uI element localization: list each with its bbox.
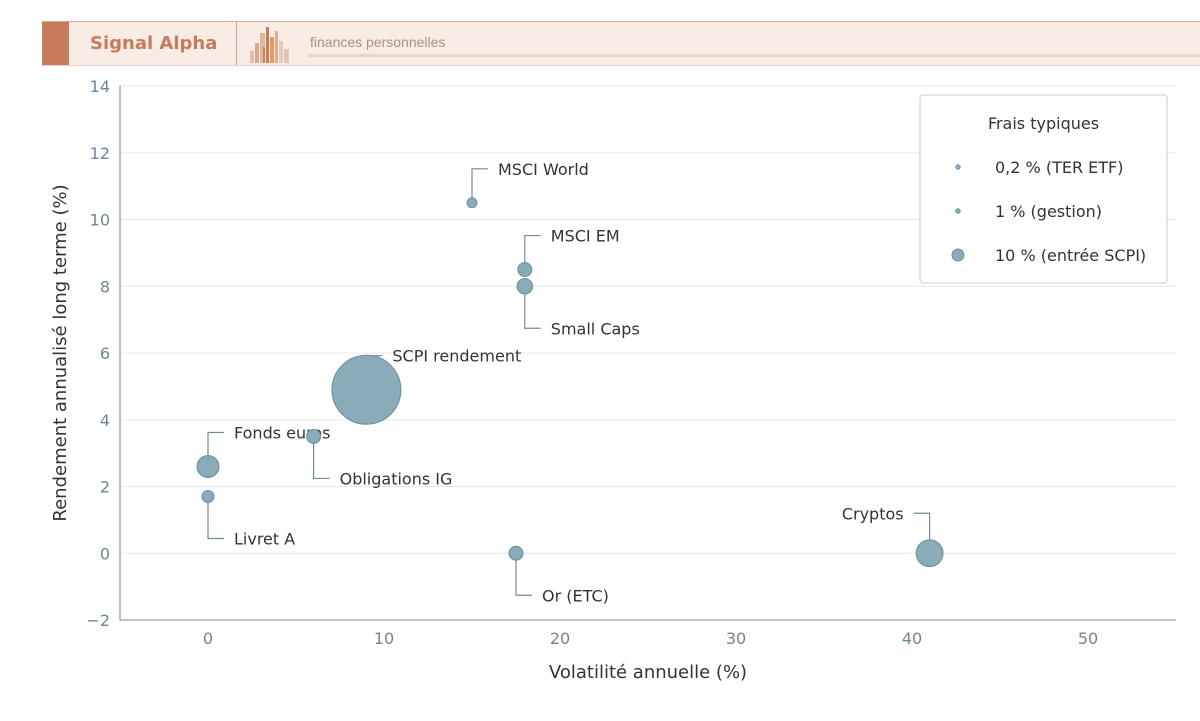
brand-swatch (42, 22, 69, 65)
y-tick-label: 0 (100, 544, 110, 563)
data-point (508, 545, 524, 561)
leader-line (313, 443, 330, 480)
leader-line (207, 431, 224, 456)
data-label: MSCI World (498, 160, 589, 179)
legend-title: Frais typiques (988, 114, 1099, 133)
y-tick-label: 10 (90, 211, 110, 230)
legend-entry: 0,2 % (TER ETF) (995, 158, 1123, 177)
x-axis-label: Volatilité annuelle (%) (549, 662, 747, 683)
x-tick-label: 30 (726, 629, 746, 648)
leader-line (913, 512, 931, 540)
y-axis-label: Rendement annualisé long terme (%) (50, 184, 71, 521)
data-point (306, 428, 322, 444)
y-tick-label: 6 (100, 344, 110, 363)
data-point (915, 539, 944, 568)
brand-name: Signal Alpha (90, 33, 218, 54)
data-label: Livret A (234, 530, 295, 549)
city-skyline-logo-icon (250, 27, 289, 63)
data-point (466, 197, 478, 209)
data-label: MSCI EM (551, 227, 620, 246)
leader-line (471, 168, 488, 198)
header-banner: Signal Alpha finances personnelles (42, 21, 1200, 66)
legend-entry: 10 % (entrée SCPI) (995, 246, 1146, 265)
data-label: Or (ETC) (542, 586, 609, 605)
data-point (516, 277, 534, 295)
data-point (331, 354, 402, 425)
x-tick-label: 0 (203, 629, 213, 648)
leader-line (524, 293, 541, 329)
data-point (196, 454, 220, 478)
y-tick-label: −2 (86, 611, 110, 630)
y-tick-label: 14 (90, 77, 110, 96)
x-tick-label: 50 (1078, 629, 1098, 648)
data-label: Cryptos (842, 504, 904, 523)
data-point (517, 262, 533, 278)
legend: Frais typiques 0,2 % (TER ETF) 1 % (gestio… (919, 94, 1168, 284)
y-tick-label: 2 (100, 478, 110, 497)
x-tick-label: 10 (374, 629, 394, 648)
x-tick-label: 20 (550, 629, 570, 648)
legend-marker (955, 208, 961, 214)
leader-line (524, 234, 541, 263)
axes: −2 0 2 4 6 8 10 12 14 0 10 20 30 40 50 (86, 77, 1176, 648)
legend-marker (955, 164, 961, 170)
header-tagline: finances personnelles (310, 34, 446, 50)
tagline-rule (308, 54, 1200, 57)
leader-line (207, 502, 224, 540)
header-divider (236, 22, 237, 65)
data-points: MSCI World MSCI EM Small Caps SCPI rendemen… (196, 160, 944, 605)
leader-line (515, 560, 532, 596)
y-tick-label: 8 (100, 277, 110, 296)
data-label: Obligations IG (340, 469, 453, 488)
legend-entry: 1 % (gestion) (995, 202, 1102, 221)
data-label: Small Caps (551, 319, 640, 338)
legend-box (919, 94, 1168, 284)
y-tick-label: 4 (100, 411, 110, 430)
y-tick-label: 12 (90, 144, 110, 163)
x-tick-label: 40 (902, 629, 922, 648)
data-point (201, 489, 215, 504)
legend-marker (951, 248, 965, 262)
data-label: SCPI rendement (392, 347, 521, 366)
